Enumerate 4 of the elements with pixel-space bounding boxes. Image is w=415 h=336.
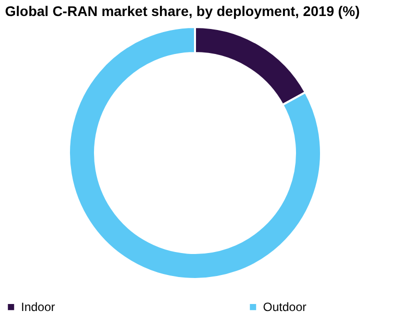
donut-slice xyxy=(68,26,322,280)
chart-title: Global C-RAN market share, by deployment, 2019 (%) xyxy=(5,3,360,19)
legend-label: Outdoor xyxy=(263,300,306,314)
legend-label: Indoor xyxy=(21,300,56,314)
